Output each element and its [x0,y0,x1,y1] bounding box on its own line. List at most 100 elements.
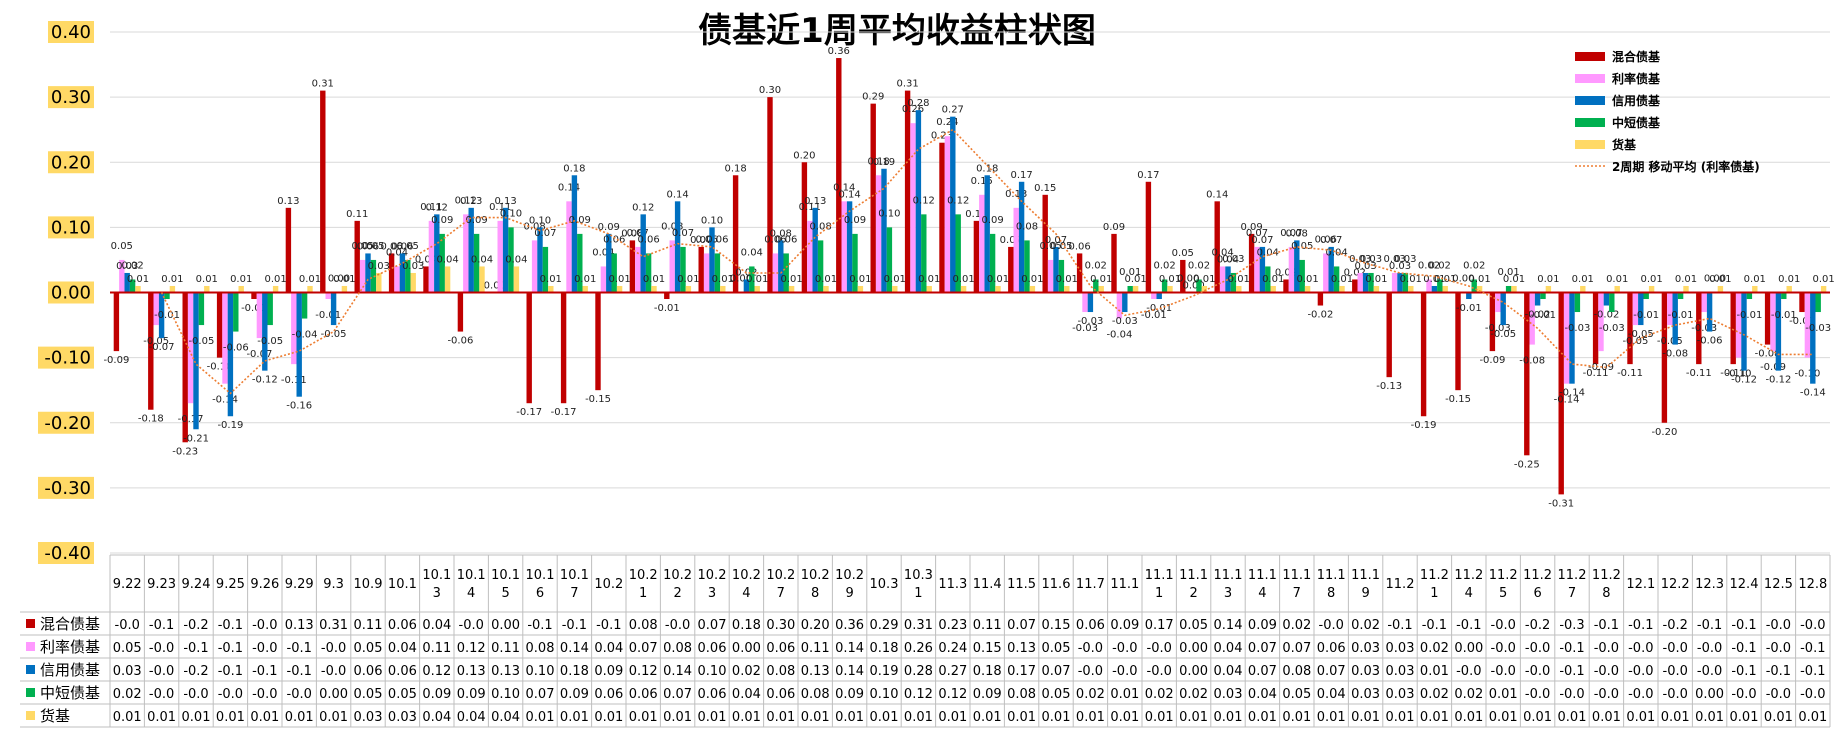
bar-0-34 [1283,279,1289,293]
table-cell: 0.04 [491,710,520,725]
table-cell: 0.08 [766,664,795,679]
bar-4-16 [685,285,692,293]
bar-0-1 [148,292,154,410]
table-cell: 0.07 [1248,664,1277,679]
bar-2-21 [846,201,853,293]
table-cell: 0.01 [250,710,279,725]
table-cell: -0.0 [115,618,140,633]
table-cell: 0.01 [1454,710,1483,725]
bar-4-5 [307,285,313,293]
bar-3-9 [439,233,445,293]
data-label: -0.14 [1554,395,1580,406]
data-label: 0.01 [1503,274,1525,285]
table-cell: 0.01 [1523,710,1552,725]
bar-0-46 [1696,292,1702,365]
table-cell: -0.0 [1147,641,1172,656]
table-cell: 0.03 [354,710,383,725]
bar-4-3 [238,285,244,293]
bar-1-1 [153,292,159,326]
table-cell: -0.1 [287,664,312,679]
data-label: 0.01 [574,274,596,285]
data-label: 0.01 [1606,274,1628,285]
data-label: -0.17 [551,407,577,418]
table-cell: 0.03 [1386,641,1415,656]
data-label: -0.06 [447,336,473,347]
table-cell: 0.26 [904,641,933,656]
bar-3-35 [1333,266,1340,293]
table-cell: 0.04 [732,687,761,702]
table-cell: 0.06 [629,687,658,702]
table-cell: 0.03 [1214,687,1243,702]
table-cell: -0.1 [1559,664,1584,679]
table-cell: 0.01 [1798,710,1827,725]
data-label: 0.03 [1354,261,1376,272]
bar-1-33 [1254,246,1260,293]
bar-4-8 [410,272,416,293]
table-cell: 0.02 [1420,687,1449,702]
bar-2-24 [950,116,956,293]
bar-2-48 [1775,292,1782,371]
table-cell: 0.01 [938,710,967,725]
table-cell: -0.2 [1663,618,1688,633]
y-tick-label: 0.40 [51,22,91,43]
data-label: 0.08 [661,221,683,232]
data-label: 0.01 [1331,274,1353,285]
bar-0-13 [560,292,567,404]
bar-2-47 [1741,292,1747,371]
data-label: 0.04 [1325,247,1347,258]
table-cell: 0.10 [870,687,899,702]
bar-1-12 [531,240,538,293]
legend-swatch [1575,118,1605,127]
data-label: 0.29 [862,92,884,103]
bar-2-1 [158,292,165,339]
table-cell: 0.01 [1558,710,1587,725]
table-category: 11.7 [1076,577,1105,592]
bar-2-13 [571,175,578,293]
data-label: 0.07 [1000,235,1022,246]
data-label: 0.01 [849,274,871,285]
table-cell: 0.00 [1179,641,1208,656]
bar-3-37 [1402,272,1409,293]
bar-1-9 [428,220,435,293]
table-cell: 0.04 [422,710,451,725]
bar-4-34 [1304,285,1311,293]
bar-4-19 [788,285,795,293]
table-cell: 0.06 [698,687,727,702]
bar-4-24 [960,285,967,293]
y-tick-label: 0.10 [51,217,91,238]
table-cell: 0.11 [491,641,520,656]
data-label: 0.06 [695,234,717,245]
table-series-name: 信用债基 [40,661,100,679]
data-label: 0.10 [500,208,522,219]
table-category: 10.9 [354,577,383,592]
data-label: 0.07 [672,228,694,239]
table-category: 11.2 4 [1454,568,1483,601]
table-cell: -0.0 [1663,664,1688,679]
table-cell: -0.0 [321,641,346,656]
data-label: -0.04 [292,330,318,341]
table-cell: 0.01 [1730,710,1759,725]
data-label: 0.26 [902,104,924,115]
table-cell: 0.10 [698,664,727,679]
table-cell: 0.00 [732,641,761,656]
bar-3-27 [1058,259,1065,293]
data-label: 0.36 [828,46,850,57]
data-label: 0.07 [690,235,712,246]
data-label: 0.01 [161,274,183,285]
table-cell: -0.0 [1663,687,1688,702]
data-label: 0.09 [1103,222,1125,233]
bar-4-1 [169,285,176,293]
table-cell: 0.01 [1626,710,1655,725]
table-category: 11.1 2 [1179,568,1208,601]
bar-0-48 [1764,292,1771,345]
bar-0-40 [1489,292,1496,352]
bar-1-7 [359,259,366,293]
data-label: 0.14 [558,182,580,193]
bar-2-11 [502,207,509,293]
table-category: 11.1 3 [1214,568,1243,601]
bar-2-5 [296,292,302,397]
data-label: -0.09 [103,355,129,366]
table-cell: 0.02 [1282,618,1311,633]
bar-3-12 [542,246,549,293]
table-series-name: 利率债基 [40,638,100,656]
